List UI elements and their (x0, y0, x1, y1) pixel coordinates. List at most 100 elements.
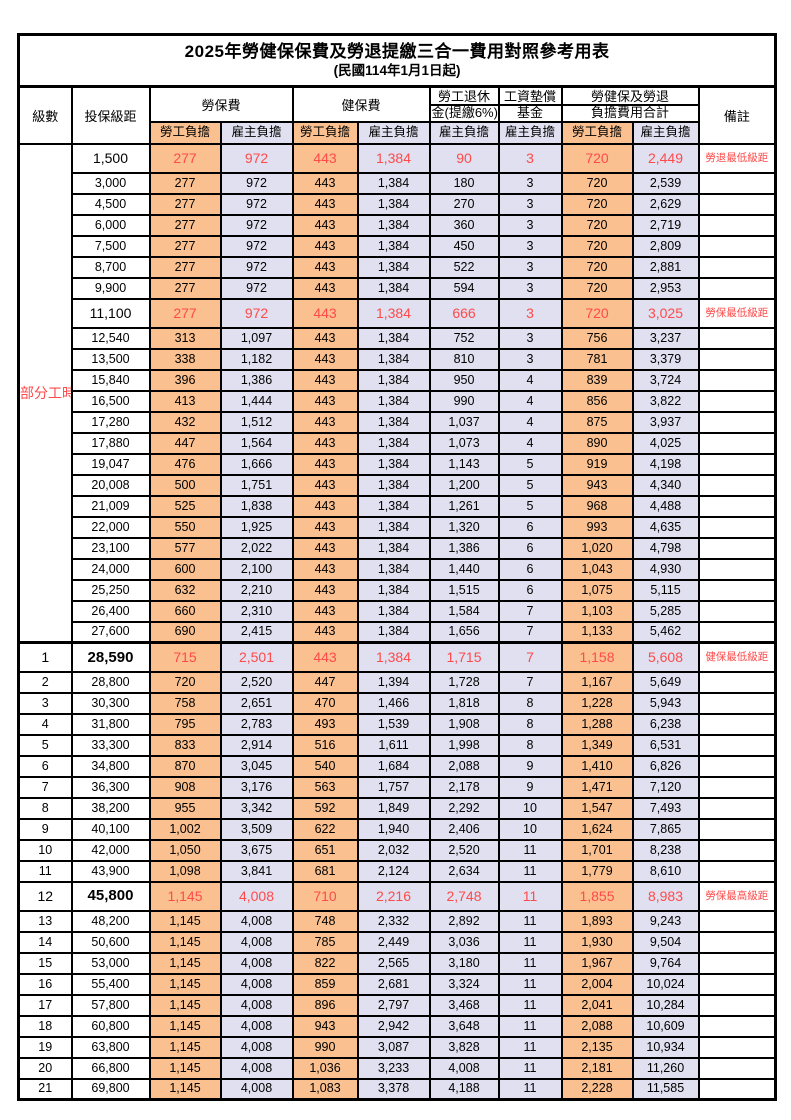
header-wage-fund-line2: 基金 (497, 103, 563, 123)
subheader-pension-employer: 雇主負擔 (428, 120, 500, 145)
labor-fee-employee-cell: 396 (148, 368, 222, 392)
health-fee-employee-cell: 785 (291, 930, 359, 954)
bracket-cell: 12,540 (70, 326, 151, 350)
health-fee-employer-cell: 2,216 (356, 880, 431, 912)
health-fee-employee-cell: 443 (291, 213, 359, 237)
health-fee-employee-cell: 943 (291, 1014, 359, 1038)
pension-employer-cell: 1,656 (428, 620, 500, 644)
labor-fee-employee-cell: 277 (148, 142, 222, 174)
remark-cell (697, 796, 777, 820)
table-row: 4,500 277 972 443 1,384 270 3 720 2,629 (19, 192, 777, 216)
pension-employer-cell: 1,143 (428, 452, 500, 476)
bracket-cell: 28,800 (70, 670, 151, 694)
total-employee-cell: 1,228 (560, 691, 634, 715)
table-row: 8,700 277 972 443 1,384 522 3 720 2,881 (19, 255, 777, 279)
title-row: 2025年勞健保保費及勞退提繳三合一費用對照參考用表 (民國114年1月1日起) (17, 33, 777, 88)
level-cell: 12 (17, 880, 73, 912)
remark-cell (697, 557, 777, 581)
table-row: 4 31,800 795 2,783 493 1,539 1,908 8 1,288 6,238 (17, 712, 777, 736)
level-cell: 20 (17, 1056, 73, 1080)
health-fee-employee-cell: 443 (291, 494, 359, 518)
bracket-cell: 11,100 (70, 297, 151, 329)
wage-fund-employer-cell: 4 (497, 389, 563, 413)
labor-fee-employee-cell: 1,050 (148, 838, 222, 862)
pension-employer-cell: 1,440 (428, 557, 500, 581)
pension-employer-cell: 1,715 (428, 641, 500, 673)
header-bracket: 投保級距 (70, 85, 151, 145)
table-row: 6,000 277 972 443 1,384 360 3 720 2,719 (19, 213, 777, 237)
labor-fee-employer-cell: 4,008 (219, 1077, 294, 1101)
table-row: 15,840 396 1,386 443 1,384 950 4 839 3,724 (19, 368, 777, 392)
health-fee-employer-cell: 2,032 (356, 838, 431, 862)
total-employer-cell: 5,462 (631, 620, 700, 644)
header-row-1: 級數 投保級距 勞保費 健保費 勞工退休 工資墊償 勞健保及勞退 備註 (17, 85, 777, 145)
total-employer-cell: 4,488 (631, 494, 700, 518)
health-fee-employer-cell: 1,849 (356, 796, 431, 820)
remark-cell (697, 754, 777, 778)
bracket-cell: 69,800 (70, 1077, 151, 1101)
table-row: 17,880 447 1,564 443 1,384 1,073 4 890 4,025 (19, 431, 777, 455)
health-fee-employee-cell: 443 (291, 171, 359, 195)
wage-fund-employer-cell: 5 (497, 473, 563, 497)
wage-fund-employer-cell: 11 (497, 1056, 563, 1080)
labor-fee-employer-cell: 2,651 (219, 691, 294, 715)
pension-employer-cell: 990 (428, 389, 500, 413)
health-fee-employee-cell: 447 (291, 670, 359, 694)
table-row: 3 30,300 758 2,651 470 1,466 1,818 8 1,228 5,943 (17, 691, 777, 715)
labor-fee-employee-cell: 1,145 (148, 972, 222, 996)
health-fee-employee-cell: 681 (291, 859, 359, 883)
bracket-cell: 7,500 (70, 234, 151, 258)
remark-cell: 勞保最低級距 (697, 297, 777, 329)
subheader-fund-employer: 雇主負擔 (497, 120, 563, 145)
health-fee-employer-cell: 1,384 (356, 431, 431, 455)
labor-fee-employee-cell: 277 (148, 297, 222, 329)
health-fee-employer-cell: 1,384 (356, 326, 431, 350)
wage-fund-employer-cell: 10 (497, 796, 563, 820)
bracket-cell: 48,200 (70, 909, 151, 933)
remark-cell (697, 733, 777, 757)
labor-fee-employer-cell: 972 (219, 276, 294, 300)
total-employer-cell: 2,539 (631, 171, 700, 195)
labor-fee-employer-cell: 2,310 (219, 599, 294, 623)
remark-cell (697, 670, 777, 694)
table-row: 12 45,800 1,145 4,008 710 2,216 2,748 11 1,855 8,… (17, 880, 777, 912)
labor-fee-employee-cell: 550 (148, 515, 222, 539)
remark-cell (697, 234, 777, 258)
bracket-cell: 53,000 (70, 951, 151, 975)
wage-fund-employer-cell: 11 (497, 1077, 563, 1101)
pension-employer-cell: 2,892 (428, 909, 500, 933)
labor-fee-employer-cell: 4,008 (219, 951, 294, 975)
pension-employer-cell: 1,386 (428, 536, 500, 560)
health-fee-employee-cell: 710 (291, 880, 359, 912)
wage-fund-employer-cell: 4 (497, 431, 563, 455)
labor-fee-employee-cell: 277 (148, 255, 222, 279)
labor-fee-employer-cell: 2,415 (219, 620, 294, 644)
labor-fee-employee-cell: 758 (148, 691, 222, 715)
table-row: 7,500 277 972 443 1,384 450 3 720 2,809 (19, 234, 777, 258)
bracket-cell: 33,300 (70, 733, 151, 757)
total-employee-cell: 2,088 (560, 1014, 634, 1038)
page-subtitle: (民國114年1月1日起) (333, 62, 461, 78)
remark-cell (697, 431, 777, 455)
total-employer-cell: 4,930 (631, 557, 700, 581)
bracket-cell: 60,800 (70, 1014, 151, 1038)
health-fee-employer-cell: 1,384 (356, 213, 431, 237)
table-row: 11 43,900 1,098 3,841 681 2,124 2,634 11 1,779 8,… (17, 859, 777, 883)
remark-cell (697, 620, 777, 644)
remark-cell (697, 1077, 777, 1101)
labor-fee-employer-cell: 4,008 (219, 880, 294, 912)
labor-fee-employer-cell: 4,008 (219, 972, 294, 996)
labor-fee-employee-cell: 1,145 (148, 1056, 222, 1080)
pension-employer-cell: 180 (428, 171, 500, 195)
wage-fund-employer-cell: 5 (497, 452, 563, 476)
labor-fee-employee-cell: 1,145 (148, 909, 222, 933)
health-fee-employer-cell: 1,384 (356, 389, 431, 413)
total-employee-cell: 720 (560, 276, 634, 300)
part-time-group-label: 部分工時 (17, 142, 73, 644)
health-fee-employer-cell: 1,384 (356, 347, 431, 371)
total-employer-cell: 10,024 (631, 972, 700, 996)
pension-employer-cell: 810 (428, 347, 500, 371)
bracket-cell: 31,800 (70, 712, 151, 736)
health-fee-employer-cell: 1,384 (356, 276, 431, 300)
total-employer-cell: 4,340 (631, 473, 700, 497)
